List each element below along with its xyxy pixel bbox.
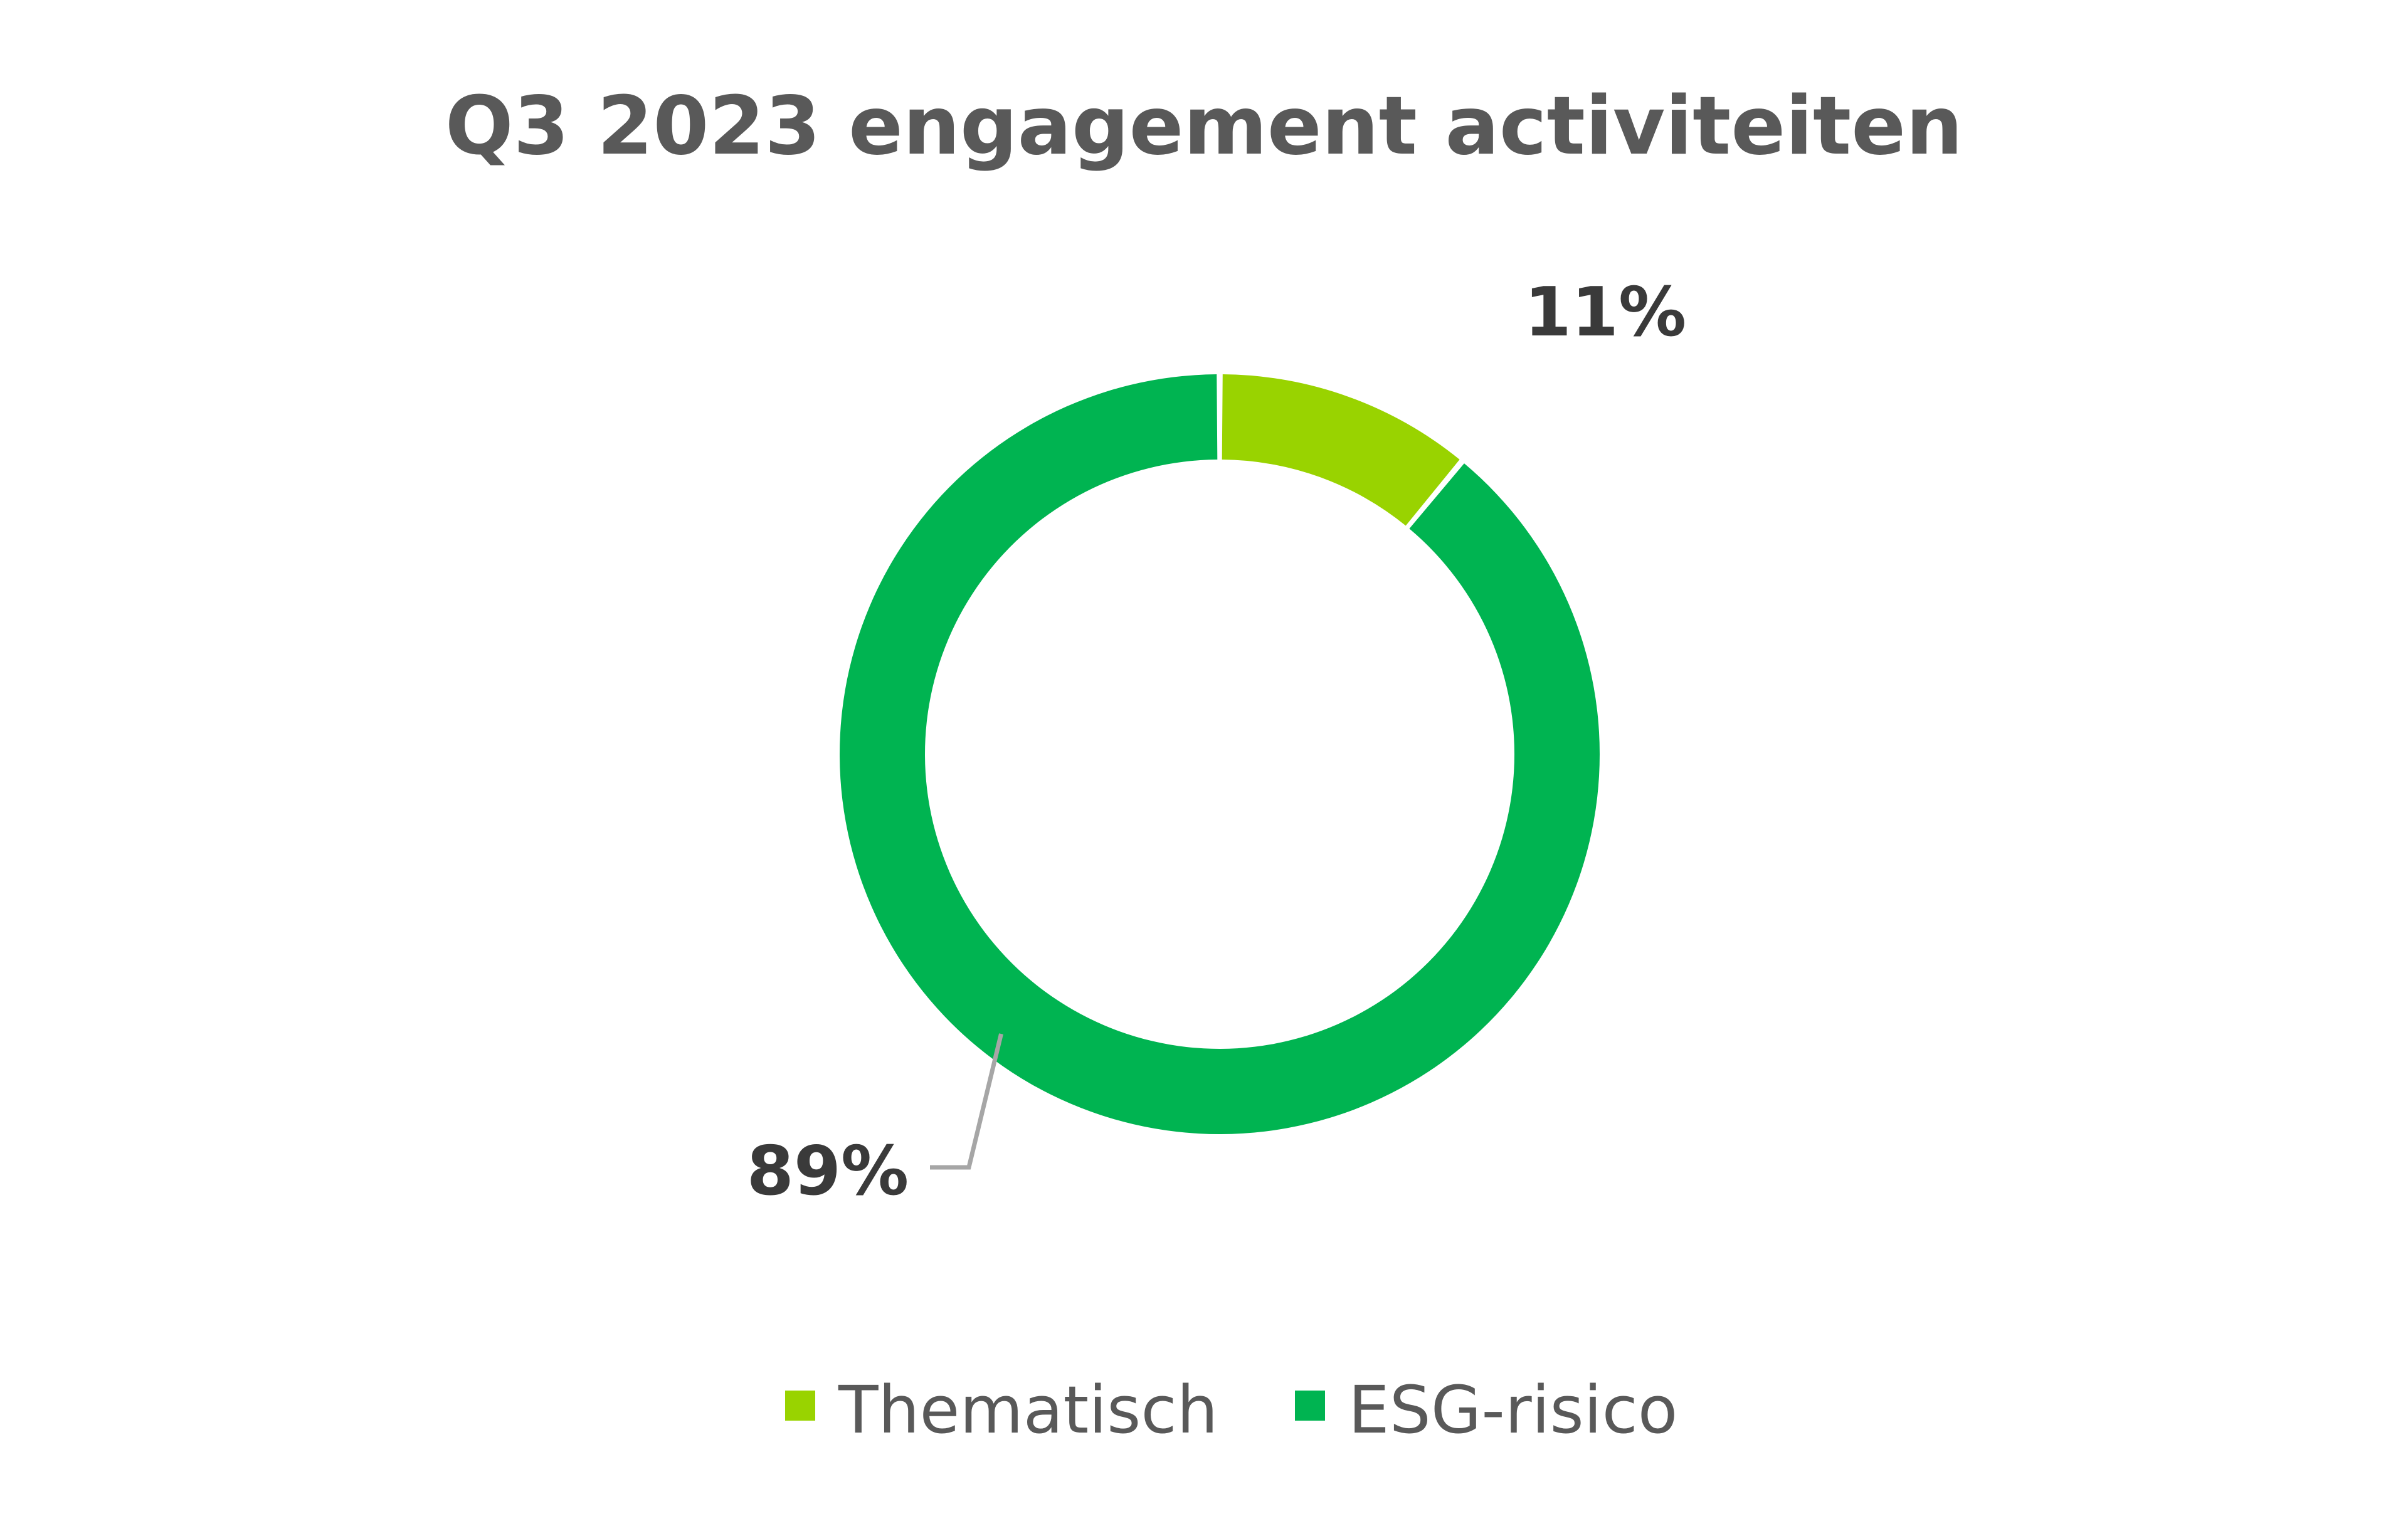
legend-swatch-esg-risico [1295, 1391, 1325, 1421]
donut-slice-thematisch [1222, 374, 1460, 526]
legend-label-thematisch: Thematisch [838, 1372, 1218, 1448]
leader-line [930, 1033, 1003, 1170]
legend-swatch-thematisch [785, 1391, 815, 1421]
donut-slice-esg-risico [840, 374, 1600, 1134]
data-label-esg-risico: 89% [747, 1132, 909, 1211]
data-label-thematisch: 11% [1524, 273, 1687, 352]
legend: Thematisch ESG-risico [785, 1372, 1677, 1448]
donut-slices [840, 374, 1600, 1134]
chart-title: Q3 2023 engagement activiteiten [445, 80, 1963, 173]
legend-label-esg-risico: ESG-risico [1348, 1372, 1677, 1448]
